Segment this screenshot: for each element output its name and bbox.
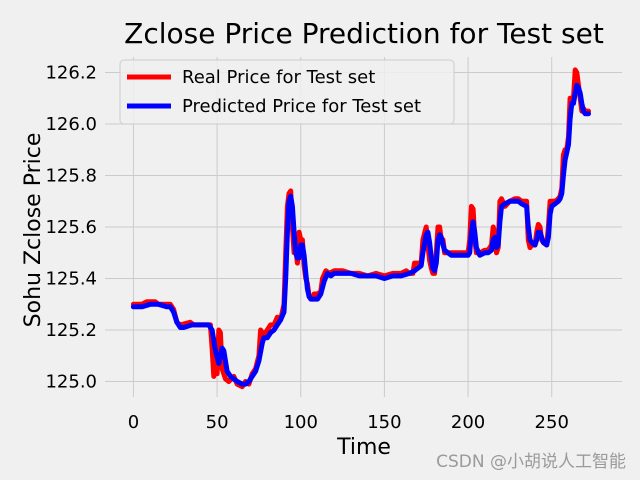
x-tick-label: 100 (284, 412, 318, 433)
legend-label-predicted: Predicted Price for Test set (182, 96, 421, 117)
x-axis-label: Time (336, 435, 391, 460)
y-tick-label: 125.2 (45, 320, 97, 341)
y-axis-label: Sohu Zclose Price (21, 133, 46, 328)
y-tick-labels: 125.0 125.2 125.4 125.6 125.8 126.0 126.2 (45, 62, 97, 392)
y-tick-label: 125.8 (45, 165, 97, 186)
legend-label-real: Real Price for Test set (182, 67, 375, 88)
y-tick-label: 125.4 (45, 269, 97, 290)
legend: Real Price for Test set Predicted Price … (119, 59, 455, 125)
x-tick-label: 150 (367, 412, 401, 433)
legend-box (119, 59, 455, 125)
y-tick-label: 125.0 (45, 372, 97, 393)
series-lines (130, 67, 591, 390)
x-tick-label: 0 (128, 412, 139, 433)
y-tick-label: 125.6 (45, 217, 97, 238)
series-line-predicted-price (130, 82, 591, 387)
y-tick-label: 126.2 (45, 62, 97, 83)
watermark: CSDN @小胡说人工智能 (436, 452, 626, 472)
x-tick-label: 50 (206, 412, 229, 433)
x-tick-labels: 0 50 100 150 200 250 (128, 412, 569, 433)
chart-title: Zclose Price Prediction for Test set (124, 17, 604, 50)
x-tick-label: 250 (535, 412, 569, 433)
y-tick-label: 126.0 (45, 114, 97, 135)
x-tick-label: 200 (451, 412, 485, 433)
